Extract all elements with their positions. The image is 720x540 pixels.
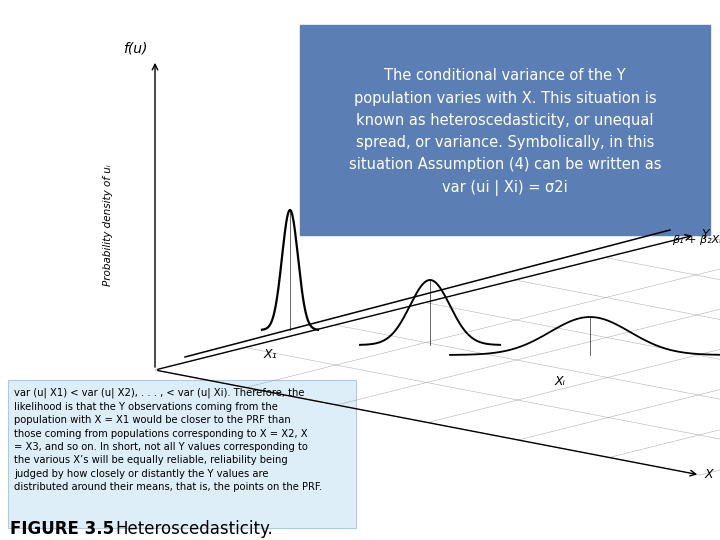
FancyBboxPatch shape (300, 25, 710, 235)
Text: Xᵢ: Xᵢ (554, 375, 565, 388)
FancyBboxPatch shape (8, 380, 356, 528)
Text: f(u): f(u) (122, 42, 147, 56)
Text: X: X (705, 469, 714, 482)
Text: β₁ + β₂Xᵢ: β₁ + β₂Xᵢ (672, 235, 720, 245)
Text: The conditional variance of the Y
population varies with X. This situation is
kn: The conditional variance of the Y popula… (348, 69, 661, 195)
Text: Probability density of uᵢ: Probability density of uᵢ (103, 164, 113, 286)
Text: Y: Y (701, 228, 708, 241)
Text: var (u| X1) < var (u| X2), . . . , < var (u| Xi). Therefore, the
likelihood is t: var (u| X1) < var (u| X2), . . . , < var… (14, 388, 323, 492)
Text: X₁: X₁ (264, 348, 276, 361)
Text: FIGURE 3.5: FIGURE 3.5 (10, 520, 114, 538)
Text: Heteroscedasticity.: Heteroscedasticity. (115, 520, 273, 538)
